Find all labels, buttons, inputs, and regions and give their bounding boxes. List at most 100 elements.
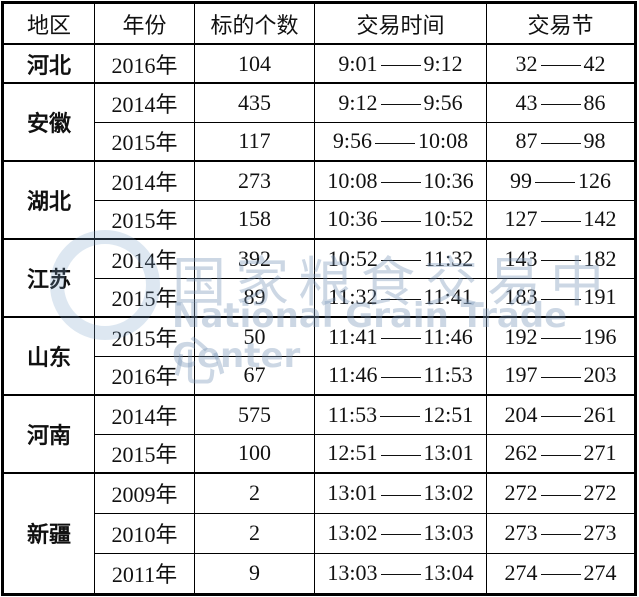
- dash-separator: [540, 142, 581, 144]
- section-range-end: 126: [578, 167, 611, 193]
- time-range: 11:46 11:53: [314, 355, 487, 396]
- section-range-end: 86: [583, 89, 606, 115]
- year-cell: 2015年: [94, 277, 195, 318]
- year-cell: 2014年: [94, 394, 195, 435]
- section-range-start: 143: [504, 245, 538, 271]
- time-range: 10:08 10:36: [314, 160, 487, 201]
- section-range-end: 271: [583, 440, 617, 466]
- dash-separator: [380, 494, 421, 496]
- region-cell: 新疆: [2, 472, 95, 595]
- dash-separator: [380, 454, 421, 456]
- time-range: 9:12 9:56: [314, 82, 487, 123]
- dash-separator: [540, 338, 581, 340]
- dash-separator: [535, 182, 575, 184]
- section-range: 262 271: [486, 433, 636, 474]
- section-range: 127 142: [486, 199, 636, 240]
- time-range: 9:56 10:08: [314, 121, 487, 162]
- table-row: 2010年 2 13:02 13:03 273 273: [3, 512, 636, 554]
- time-range-end: 10:08: [418, 128, 469, 154]
- time-range: 11:41 11:46: [314, 316, 487, 357]
- section-range-end: 191: [583, 284, 617, 310]
- section-range-start: 127: [504, 206, 538, 232]
- time-range: 10:52 11:32: [314, 238, 487, 279]
- section-range-start: 274: [504, 560, 538, 585]
- section-range-start: 43: [515, 89, 538, 115]
- dash-separator: [540, 260, 581, 262]
- section-range: 272 272: [486, 472, 636, 514]
- section-range-start: 87: [515, 128, 538, 154]
- year-cell: 2015年: [94, 199, 195, 240]
- dash-separator: [380, 534, 421, 536]
- table-row: 山东 2015年 50 11:41 11:46 192 196: [2, 316, 636, 396]
- time-range-start: 9:56: [332, 128, 372, 154]
- time-range-end: 11:32: [423, 245, 474, 271]
- column-header: 交易节: [486, 2, 636, 45]
- table-row: 2016年 67 11:46 11:53 197 203: [3, 355, 636, 396]
- count-cell: 2: [194, 472, 315, 514]
- region-cell: 河北: [2, 43, 95, 84]
- table-row: 河南 2014年 575 11:53 12:51 204 261: [2, 394, 636, 474]
- time-range-end: 10:36: [423, 167, 474, 193]
- section-range-start: 197: [504, 362, 538, 388]
- count-cell: 9: [194, 552, 315, 595]
- count-cell: 104: [194, 43, 315, 84]
- section-range: 143 182: [486, 238, 636, 279]
- count-cell: 273: [194, 160, 315, 201]
- section-range-end: 261: [583, 401, 617, 427]
- region-cell: 湖北: [2, 160, 95, 240]
- time-range-start: 11:53: [327, 401, 378, 427]
- time-range-start: 10:08: [327, 167, 378, 193]
- time-range-end: 9:12: [423, 50, 463, 76]
- dash-separator: [380, 64, 421, 66]
- time-range-end: 11:41: [423, 284, 473, 310]
- year-cell: 2011年: [94, 552, 195, 595]
- time-range-end: 13:03: [423, 520, 474, 545]
- count-cell: 575: [194, 394, 315, 435]
- column-header: 地区: [2, 2, 95, 45]
- section-range-start: 262: [504, 440, 538, 466]
- time-range-start: 13:02: [327, 520, 378, 545]
- section-range-end: 203: [583, 362, 617, 388]
- time-range-start: 13:01: [327, 480, 378, 506]
- section-range-start: 183: [504, 284, 538, 310]
- time-range: 11:32 11:41: [314, 277, 487, 318]
- time-range: 11:53 12:51: [314, 394, 487, 435]
- section-range-end: 142: [583, 206, 617, 232]
- section-range: 273 273: [486, 512, 636, 554]
- dash-separator: [540, 574, 581, 576]
- dash-separator: [540, 220, 581, 222]
- year-cell: 2015年: [94, 316, 195, 357]
- time-range-end: 13:02: [423, 480, 474, 506]
- time-range-end: 13:01: [423, 440, 474, 466]
- time-range-start: 12:51: [327, 440, 378, 466]
- section-range-start: 192: [504, 323, 538, 349]
- time-range-start: 9:01: [338, 50, 378, 76]
- column-header: 标的个数: [194, 2, 315, 45]
- table-row: 2015年 158 10:36 10:52 127 142: [3, 199, 636, 240]
- dash-separator: [540, 534, 581, 536]
- section-range-end: 182: [583, 245, 617, 271]
- section-range: 32 42: [486, 43, 636, 84]
- dash-separator: [540, 494, 581, 496]
- time-range-start: 11:32: [328, 284, 378, 310]
- time-range-start: 11:41: [328, 323, 378, 349]
- section-range-end: 98: [583, 128, 606, 154]
- time-range-start: 13:03: [327, 560, 378, 585]
- dash-separator: [540, 298, 581, 300]
- column-header: 年份: [94, 2, 195, 45]
- table-row: 河北 2016年 104 9:01 9:12 32 42: [2, 43, 636, 84]
- count-cell: 117: [194, 121, 315, 162]
- section-range-end: 42: [583, 50, 606, 76]
- dash-separator: [540, 104, 581, 106]
- dash-separator: [380, 416, 421, 418]
- column-header: 交易时间: [314, 2, 487, 45]
- dash-separator: [380, 182, 421, 184]
- year-cell: 2014年: [94, 160, 195, 201]
- section-range: 274 274: [486, 552, 636, 595]
- time-range-end: 11:53: [423, 362, 473, 388]
- dash-separator: [540, 376, 581, 378]
- time-range-end: 9:56: [423, 89, 463, 115]
- table-row: 安徽 2014年 435 9:12 9:56 43 86: [2, 82, 636, 162]
- time-range-end: 11:46: [423, 323, 473, 349]
